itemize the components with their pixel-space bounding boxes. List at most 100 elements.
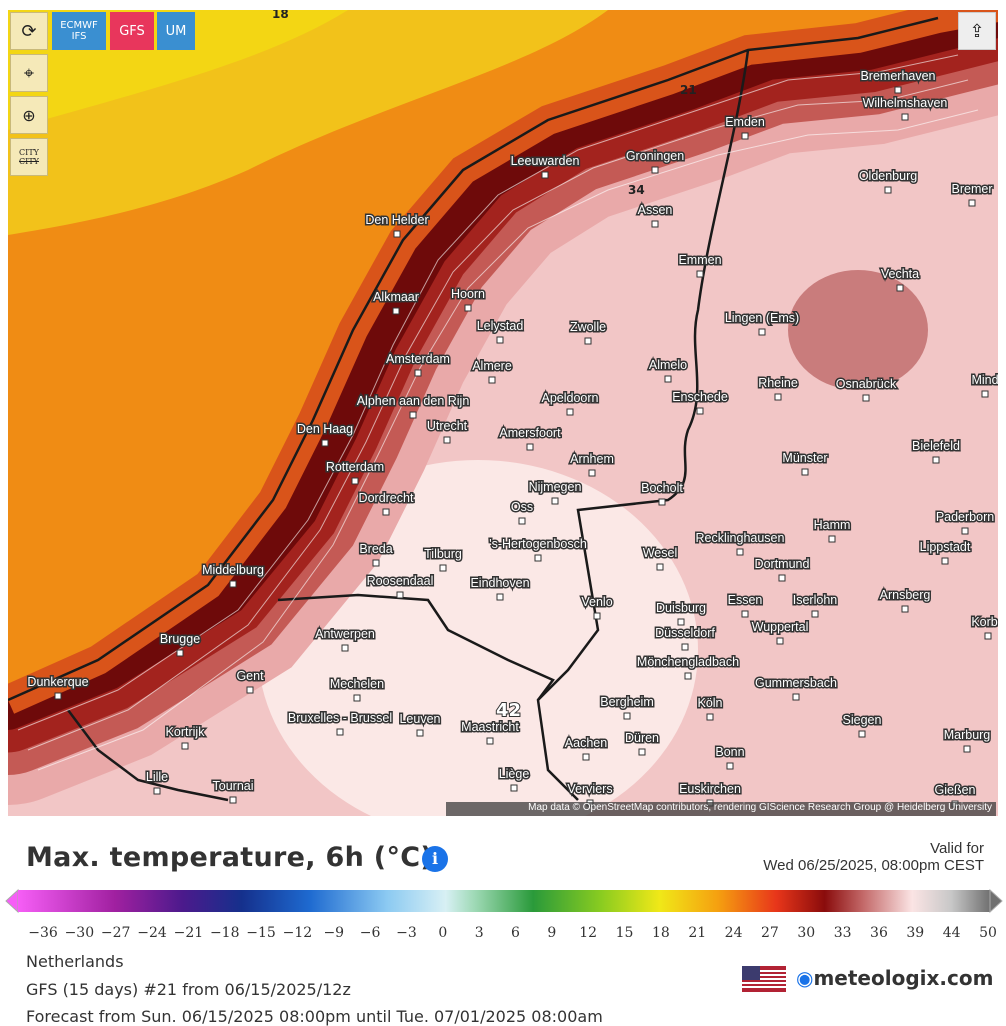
- scale-label: 18: [652, 925, 670, 941]
- scale-label: −15: [246, 925, 276, 941]
- city-label: Emmen: [678, 253, 721, 267]
- city-label: Almere: [472, 359, 512, 373]
- city-label: Wilhelmshaven: [863, 96, 948, 110]
- city-marker: [968, 199, 976, 207]
- model-um[interactable]: UM: [157, 12, 195, 50]
- city-marker: [336, 728, 344, 736]
- city-label: Oss: [511, 500, 533, 514]
- city-label: Düren: [625, 731, 659, 745]
- valid-box: Valid for Wed 06/25/2025, 08:00pm CEST: [763, 840, 984, 874]
- scale-bar: [18, 890, 990, 912]
- city-label: Amsterdam: [386, 352, 450, 366]
- city-label: Emden: [725, 115, 765, 129]
- city-label: Venlo: [581, 595, 612, 609]
- city-label: CITY: [19, 148, 39, 157]
- city-marker: [858, 730, 866, 738]
- city-marker: [963, 745, 971, 753]
- city-marker: [736, 548, 744, 556]
- city-marker: [593, 612, 601, 620]
- city-marker: [341, 644, 349, 652]
- city-label: Siegen: [843, 713, 882, 727]
- city-label: Tournai: [213, 779, 254, 793]
- zoom-button[interactable]: ⊕: [10, 96, 48, 134]
- scale-label: 39: [906, 925, 924, 941]
- city-label: Leeuwarden: [511, 154, 580, 168]
- city-label: Mönchengladbach: [637, 655, 739, 669]
- city-label: Hamm: [814, 518, 851, 532]
- city-marker: [706, 713, 714, 721]
- city-marker: [901, 113, 909, 121]
- scale-label: −3: [396, 925, 417, 941]
- city-marker: [651, 166, 659, 174]
- city-marker: [176, 649, 184, 657]
- city-marker: [894, 86, 902, 94]
- scale-label: 12: [579, 925, 597, 941]
- city-label: Rotterdam: [326, 460, 384, 474]
- reload-button[interactable]: ⟳: [10, 12, 48, 50]
- city-label: Lingen (Ems): [725, 311, 799, 325]
- valid-time: Wed 06/25/2025, 08:00pm CEST: [763, 857, 984, 874]
- location-button[interactable]: ⌖: [10, 54, 48, 92]
- city-marker: [778, 574, 786, 582]
- city-label: Middelburg: [202, 563, 264, 577]
- city-label: Duisburg: [656, 601, 706, 615]
- city-label: Bielefeld: [912, 439, 960, 453]
- city-marker: [741, 132, 749, 140]
- info-icon[interactable]: i: [422, 846, 448, 872]
- scale-label: −21: [174, 925, 204, 941]
- city-label: Amersfoort: [499, 426, 561, 440]
- city-marker: [582, 753, 590, 761]
- city-marker: [801, 468, 809, 476]
- city-label: Almelo: [649, 358, 687, 372]
- borders: [8, 16, 939, 802]
- city-label: Wuppertal: [752, 620, 809, 634]
- city-marker: [828, 535, 836, 543]
- city-marker: [439, 564, 447, 572]
- city-label: Bruxelles - Brussel: [288, 711, 392, 725]
- scale-label: 0: [438, 925, 447, 941]
- city-marker: [396, 591, 404, 599]
- city-label: Dordrecht: [359, 491, 414, 505]
- city-marker: [651, 220, 659, 228]
- city-label: Den Helder: [365, 213, 428, 227]
- scale-label: 27: [761, 925, 779, 941]
- city-marker: [382, 508, 390, 516]
- city-marker: [246, 686, 254, 694]
- city-label: Antwerpen: [315, 627, 375, 641]
- city-label: Alphen aan den Rijn: [357, 394, 470, 408]
- city-label: Mechelen: [330, 677, 384, 691]
- city-label: Iserlohn: [793, 593, 838, 607]
- city-marker: [741, 610, 749, 618]
- city-marker: [811, 610, 819, 618]
- city-marker: [393, 230, 401, 238]
- city-label: Liège: [499, 767, 530, 781]
- share-button[interactable]: ⇪: [958, 12, 996, 50]
- warm-spot: [788, 270, 928, 390]
- model-gfs[interactable]: GFS: [110, 12, 154, 50]
- scale-label: 3: [475, 925, 484, 941]
- city-label: Maastricht: [461, 720, 519, 734]
- city-label: Breda: [359, 542, 392, 556]
- city-label: Dortmund: [755, 557, 810, 571]
- city-label: Alkmaar: [373, 290, 419, 304]
- city-label: Lelystad: [477, 319, 524, 333]
- city-toggle[interactable]: CITY CITY: [10, 138, 48, 176]
- city-marker: [534, 554, 542, 562]
- city-marker: [541, 171, 549, 179]
- model-ecmwf[interactable]: ECMWF IFS: [52, 12, 106, 50]
- city-marker: [696, 407, 704, 415]
- scale-label: 6: [511, 925, 520, 941]
- city-marker: [551, 497, 559, 505]
- isotherms: [17, 54, 979, 771]
- city-label: Groningen: [626, 149, 684, 163]
- city-label: Den Haag: [297, 422, 353, 436]
- scale-label: −30: [65, 925, 95, 941]
- city-marker: [443, 436, 451, 444]
- scale-label: −36: [28, 925, 58, 941]
- city-marker: [984, 632, 992, 640]
- scale-label: −12: [283, 925, 313, 941]
- city-label: Osnabrück: [836, 377, 897, 391]
- city-label: Lille: [146, 770, 168, 784]
- city-marker: [656, 563, 664, 571]
- city-marker: [584, 337, 592, 345]
